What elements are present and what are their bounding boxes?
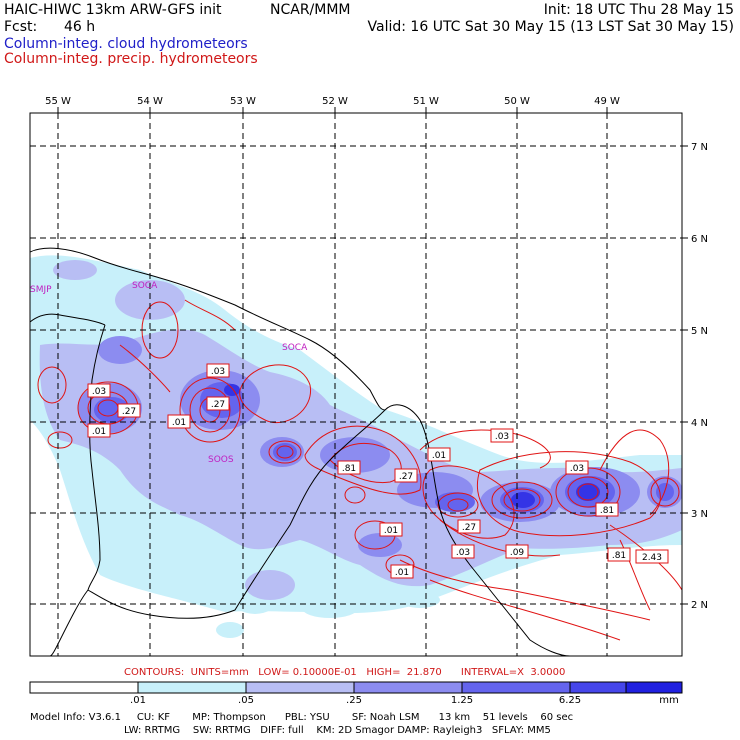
lat-label-7n: 7 N: [691, 142, 708, 153]
colorbar-label: 1.25: [450, 695, 474, 706]
contour-labels: .03 .27 .01 .03 .27 .01 .81 .27 .01 .03 …: [87, 363, 669, 579]
svg-text:.01: .01: [432, 451, 446, 461]
svg-text:.03: .03: [456, 548, 470, 558]
contour-label: 2.43: [635, 549, 669, 564]
contour-label: .03: [451, 544, 475, 559]
svg-text:.03: .03: [570, 464, 584, 474]
contour-label: .27: [394, 468, 418, 483]
lon-label-51w: 51 W: [413, 96, 439, 107]
svg-text:.27: .27: [399, 472, 413, 482]
colorbar-segment: [569, 681, 627, 694]
lon-label-53w: 53 W: [230, 96, 256, 107]
init-time: Init: 18 UTC Thu 28 May 15: [543, 2, 734, 18]
svg-text:.01: .01: [92, 427, 106, 437]
colorbar-segment: [625, 681, 683, 694]
axis-ticks: [57, 107, 688, 605]
svg-text:.03: .03: [495, 432, 509, 442]
station-label-soos: SOOS: [208, 455, 234, 465]
field-precip-label: Column-integ. precip. hydrometeors: [4, 51, 258, 67]
contour-info: CONTOURS: UNITS=mm LOW= 0.10000E-01 HIGH…: [124, 667, 566, 678]
field-layer: [30, 255, 682, 641]
svg-text:.27: .27: [211, 400, 225, 410]
colorbar-label: .01: [130, 695, 146, 706]
svg-text:.27: .27: [462, 523, 476, 533]
contour-label: .01: [379, 522, 403, 537]
lat-label-2n: 2 N: [691, 600, 708, 611]
lat-label-3n: 3 N: [691, 509, 708, 520]
graticule: [30, 113, 682, 656]
contour-label: .27: [206, 396, 230, 411]
contour-label: .03: [87, 383, 111, 398]
svg-text:.03: .03: [92, 387, 106, 397]
colorbar-segment: [245, 681, 355, 694]
contour-label: .01: [427, 447, 451, 462]
contour-label: .81: [607, 547, 631, 562]
lon-label-54w: 54 W: [137, 96, 163, 107]
svg-text:2.43: 2.43: [642, 553, 662, 563]
contour-label: .01: [167, 414, 191, 429]
colorbar-label: .25: [346, 695, 362, 706]
contour-label: .01: [390, 564, 414, 579]
station-label-soca-1: SOCA: [132, 281, 158, 291]
colorbar-label: 6.25: [558, 695, 582, 706]
svg-text:.27: .27: [122, 407, 136, 417]
fcst-value: 46 h: [64, 19, 96, 35]
svg-text:.81: .81: [612, 551, 626, 561]
contour-label: .03: [206, 363, 230, 378]
lon-label-55w: 55 W: [45, 96, 71, 107]
svg-text:.01: .01: [172, 418, 186, 428]
svg-text:.03: .03: [211, 367, 225, 377]
svg-text:.81: .81: [342, 464, 356, 474]
contour-label: .27: [117, 403, 141, 418]
colorbar-segment: [29, 681, 139, 694]
svg-text:.81: .81: [600, 506, 614, 516]
svg-text:.01: .01: [384, 526, 398, 536]
field-cloud-label: Column-integ. cloud hydrometeors: [4, 36, 248, 52]
colorbar-segment: [137, 681, 247, 694]
lon-label-49w: 49 W: [594, 96, 620, 107]
colorbar-segment: [461, 681, 571, 694]
contour-label: .03: [565, 460, 589, 475]
valid-time: Valid: 16 UTC Sat 30 May 15 (13 LST Sat …: [367, 19, 734, 35]
lon-label-52w: 52 W: [322, 96, 348, 107]
lat-label-5n: 5 N: [691, 326, 708, 337]
contour-label: .03: [490, 428, 514, 443]
model-title: HAIC-HIWC 13km ARW-GFS init: [4, 2, 222, 18]
colorbar-units: mm: [659, 695, 679, 706]
contour-label: .81: [595, 502, 619, 517]
colorbar: [29, 681, 683, 694]
contour-label: .09: [505, 544, 529, 559]
contour-label: .27: [457, 519, 481, 534]
model-info-line2: LW: RRTMG SW: RRTMG DIFF: full KM: 2D Sm…: [124, 725, 551, 736]
lat-label-6n: 6 N: [691, 234, 708, 245]
model-info-line1: Model Info: V3.6.1 CU: KF MP: Thompson P…: [30, 712, 574, 723]
contour-label: .81: [337, 460, 361, 475]
lon-label-50w: 50 W: [504, 96, 530, 107]
colorbar-label: .05: [238, 695, 254, 706]
station-label-smjp: SMJP: [30, 285, 52, 295]
svg-text:.01: .01: [395, 568, 409, 578]
plot-frame: [29, 112, 683, 657]
fcst-label: Fcst:: [4, 19, 38, 35]
station-label-soca-2: SOCA: [282, 343, 308, 353]
colorbar-segment: [353, 681, 463, 694]
contour-label: .01: [87, 423, 111, 438]
org-label: NCAR/MMM: [270, 2, 351, 18]
svg-text:.09: .09: [510, 548, 525, 558]
lat-label-4n: 4 N: [691, 418, 708, 429]
